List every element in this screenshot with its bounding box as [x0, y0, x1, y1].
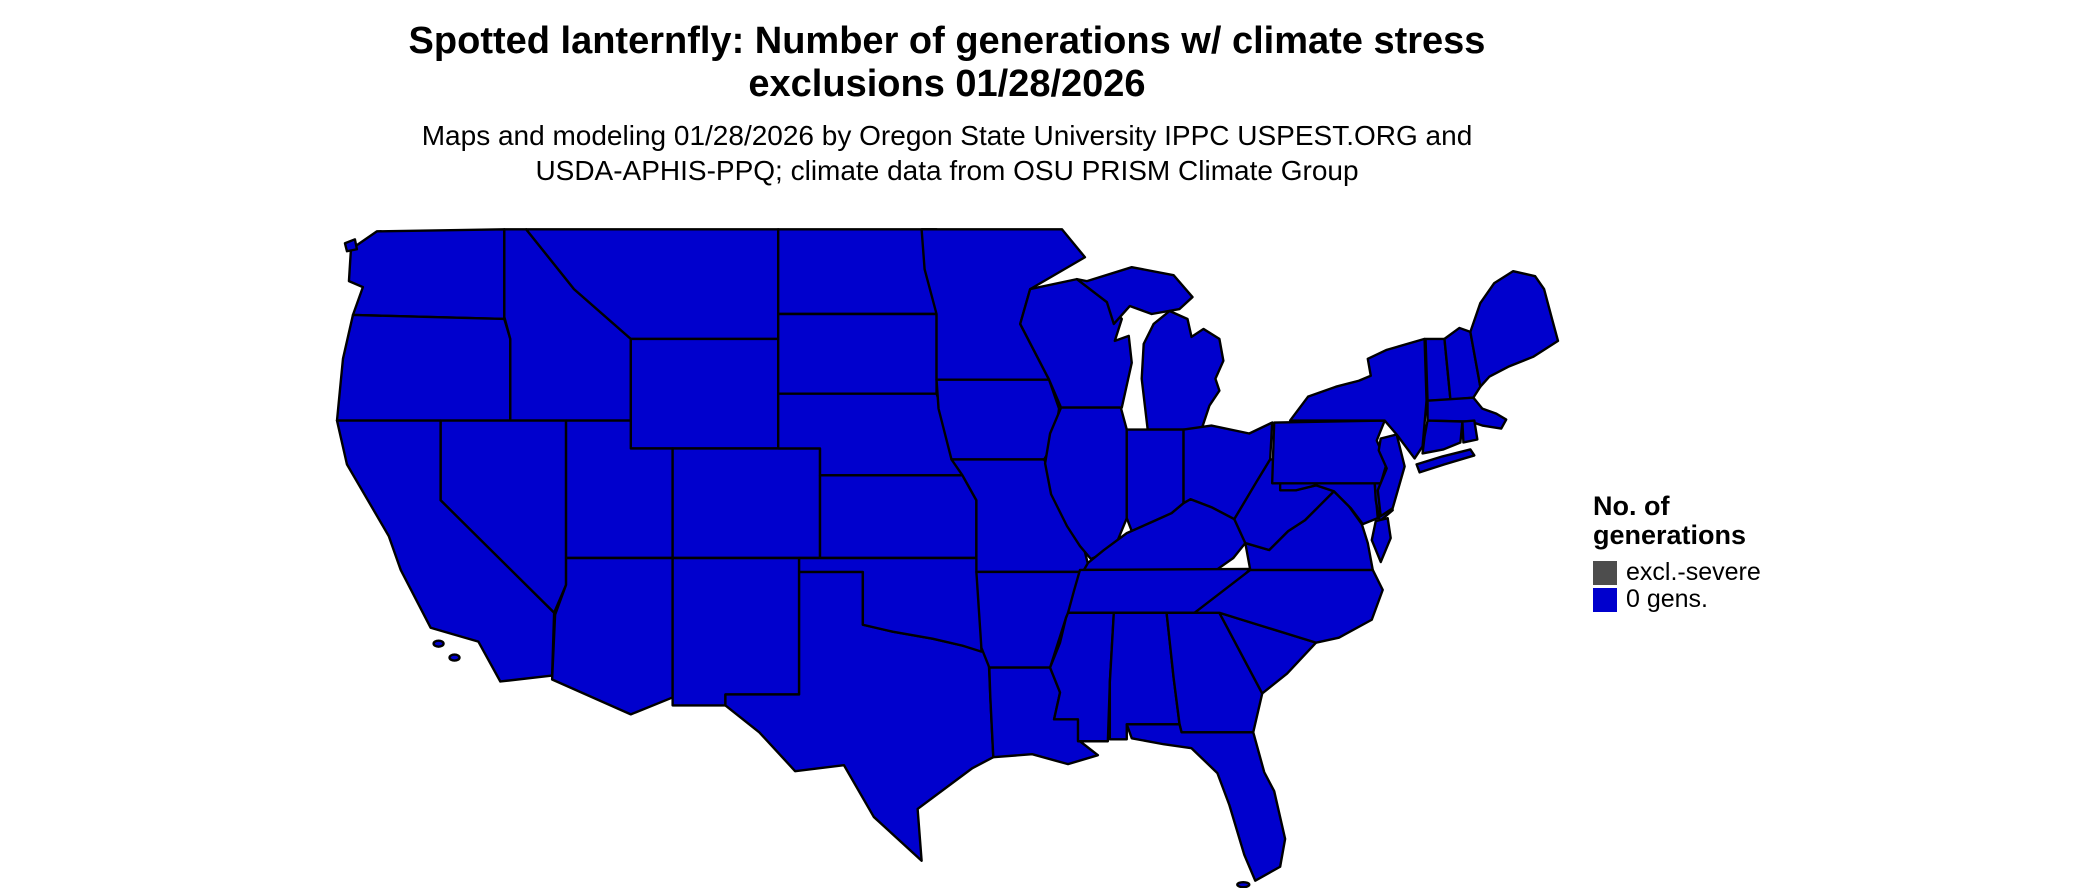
state-florida: [1125, 723, 1287, 882]
state-new-jersey: [1376, 433, 1406, 518]
state-new-york: [1288, 337, 1428, 460]
state-north-dakota: [776, 228, 938, 316]
state-florida-keys: [1236, 880, 1251, 888]
figure-title-line2: exclusions 01/28/2026: [748, 63, 1146, 105]
state-pennsylvania: [1270, 419, 1388, 485]
state-long-island: [1415, 448, 1476, 474]
state-maine: [1469, 269, 1560, 388]
state-arizona: [550, 556, 674, 716]
state-connecticut: [1421, 419, 1464, 455]
figure-subtitle-line1: Maps and modeling 01/28/2026 by Oregon S…: [421, 120, 1473, 151]
state-delmarva-peninsula: [1370, 516, 1392, 564]
state-new-mexico: [671, 556, 801, 707]
state-kansas: [818, 474, 978, 560]
state-colorado: [671, 447, 822, 560]
legend-title-line1: No. of: [1593, 491, 1670, 521]
figure-title-line1: Spotted lanternfly: Number of generation…: [408, 20, 1486, 62]
state-wyoming: [629, 337, 780, 450]
figure-title: Spotted lanternfly: Number of generation…: [0, 20, 1894, 106]
legend-swatch-excl-severe: [1593, 560, 1617, 585]
legend-title-line2: generations: [1593, 520, 1747, 550]
state-oregon: [335, 313, 512, 422]
figure-subtitle-line2: USDA-APHIS-PPQ; climate data from OSU PR…: [535, 155, 1359, 186]
state-rhode-island: [1461, 419, 1479, 444]
state-michigan-upper-peninsula: [1075, 265, 1194, 326]
state-iowa: [935, 378, 1061, 461]
us-map: [335, 228, 1560, 888]
us-map-svg: [335, 228, 1560, 888]
legend-label-excl-severe: excl.-severe: [1626, 558, 1761, 586]
state-south-dakota: [776, 312, 938, 395]
legend-item-zero-gens: 0 gens.: [1593, 585, 1853, 613]
state-channel-islands-2: [448, 653, 461, 662]
legend-label-zero-gens: 0 gens.: [1626, 585, 1709, 613]
map-legend: No. of generations excl.-severe 0 gens.: [1593, 492, 1853, 613]
figure-subtitle: Maps and modeling 01/28/2026 by Oregon S…: [0, 118, 1894, 188]
legend-item-excl-severe: excl.-severe: [1593, 558, 1853, 586]
state-california: [335, 419, 556, 683]
legend-items: excl.-severe 0 gens.: [1593, 558, 1853, 613]
state-michigan: [1140, 309, 1225, 431]
state-north-carolina: [1193, 568, 1384, 644]
state-islands-puget: [343, 238, 359, 253]
legend-swatch-zero-gens: [1593, 587, 1617, 612]
state-washington: [347, 228, 506, 321]
state-channel-islands: [432, 639, 445, 648]
